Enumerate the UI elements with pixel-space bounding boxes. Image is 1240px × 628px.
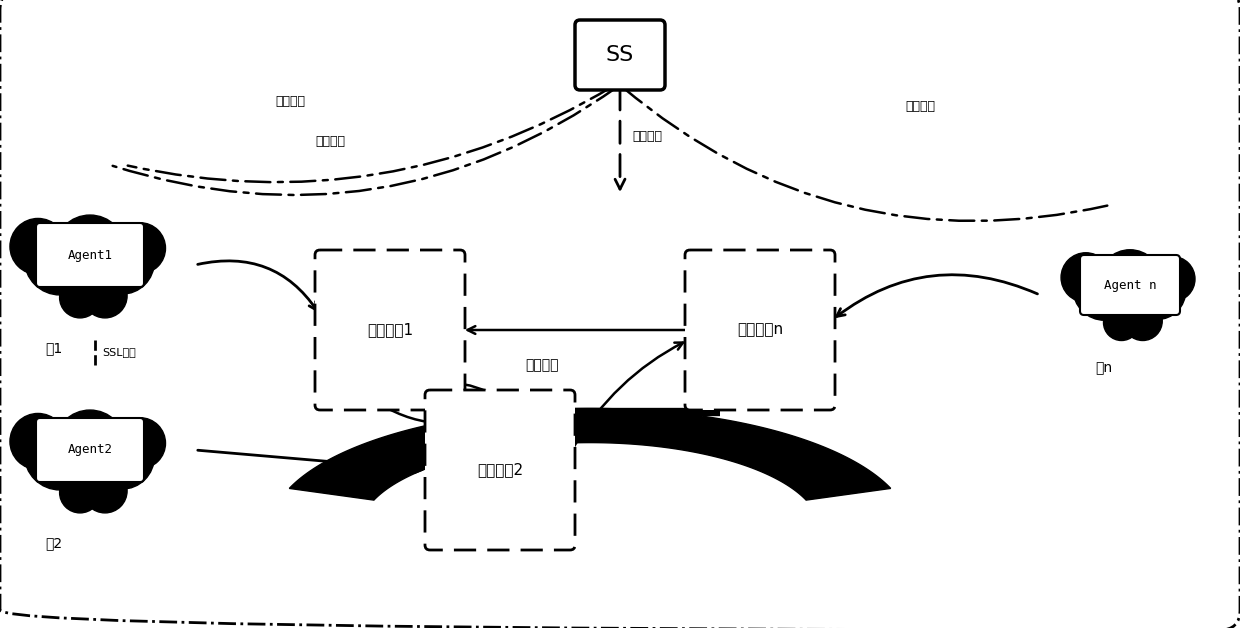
Text: SSL隙道: SSL隙道 <box>102 347 135 357</box>
Text: 加速网络: 加速网络 <box>525 358 558 372</box>
Circle shape <box>55 215 125 286</box>
Text: Agent2: Agent2 <box>67 443 113 457</box>
FancyBboxPatch shape <box>684 250 835 410</box>
Circle shape <box>10 413 66 470</box>
FancyBboxPatch shape <box>425 390 575 550</box>
Text: 控制链路: 控制链路 <box>315 135 345 148</box>
Circle shape <box>114 223 165 274</box>
Circle shape <box>1061 252 1111 302</box>
Circle shape <box>47 221 133 306</box>
Circle shape <box>1099 250 1162 313</box>
Polygon shape <box>289 408 890 500</box>
Text: 云n: 云n <box>1095 361 1112 375</box>
Circle shape <box>83 274 128 318</box>
Circle shape <box>60 472 100 513</box>
Circle shape <box>1149 256 1195 301</box>
Text: 云1: 云1 <box>45 341 62 355</box>
Text: SS: SS <box>606 45 634 65</box>
Circle shape <box>55 410 125 482</box>
Text: 加速网灹2: 加速网灹2 <box>477 462 523 477</box>
Circle shape <box>1073 257 1136 320</box>
FancyBboxPatch shape <box>36 223 144 287</box>
FancyBboxPatch shape <box>575 20 665 90</box>
Text: 加速网点n: 加速网点n <box>737 323 784 337</box>
Text: Agent1: Agent1 <box>67 249 113 261</box>
Text: 控制链路: 控制链路 <box>275 95 305 108</box>
Text: Agent n: Agent n <box>1104 278 1156 291</box>
FancyBboxPatch shape <box>315 250 465 410</box>
Circle shape <box>1128 263 1185 320</box>
FancyBboxPatch shape <box>36 418 144 482</box>
Circle shape <box>10 219 66 274</box>
Circle shape <box>1104 305 1140 340</box>
Circle shape <box>83 468 128 513</box>
Circle shape <box>25 418 95 490</box>
Text: 加速网灹1: 加速网灹1 <box>367 323 413 337</box>
Circle shape <box>114 418 165 468</box>
Circle shape <box>89 229 154 294</box>
Circle shape <box>1092 255 1168 330</box>
Text: 控制链路: 控制链路 <box>905 100 935 113</box>
Text: 控制链路: 控制链路 <box>632 130 662 143</box>
Text: 云2: 云2 <box>45 536 62 550</box>
Circle shape <box>47 416 133 501</box>
Circle shape <box>89 425 154 489</box>
Circle shape <box>1123 301 1162 340</box>
Circle shape <box>25 224 95 295</box>
FancyBboxPatch shape <box>1080 255 1180 315</box>
Circle shape <box>60 277 100 318</box>
